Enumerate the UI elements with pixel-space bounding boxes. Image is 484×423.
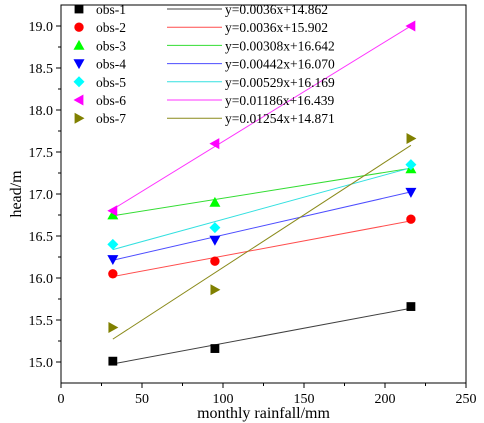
legend-marker-obs-7 [74, 112, 85, 124]
legend-fit-equation: y=0.0036x+15.902 [225, 20, 328, 35]
obs-7-fit-line [112, 144, 412, 340]
x-tick-label: 0 [58, 392, 65, 407]
obs-5-fit-line [112, 167, 412, 251]
legend-label: obs-3 [96, 38, 126, 53]
obs-4-point [107, 255, 119, 266]
obs-2-fit-line [112, 220, 412, 278]
obs-5-point [107, 238, 119, 250]
y-tick-label: 18.5 [29, 62, 54, 77]
legend-marker-obs-2 [74, 22, 84, 32]
x-tick-label: 200 [375, 392, 396, 407]
obs-3-fit-line [112, 167, 411, 217]
fit-lines [112, 25, 412, 365]
obs-2-point [108, 269, 118, 279]
legend-label: obs-5 [96, 75, 126, 90]
obs-6-point [107, 205, 118, 217]
legend-fit-equation: y=0.0036x+14.862 [225, 2, 328, 17]
legend-fit-equation: y=0.00442x+16.070 [225, 57, 335, 72]
obs-4-point [405, 187, 417, 198]
legend-label: obs-7 [96, 111, 126, 126]
legend-marker-obs-6 [73, 94, 84, 106]
legend-marker-obs-1 [74, 4, 84, 14]
y-tick-label: 15.0 [29, 356, 54, 371]
obs-7-point [406, 133, 417, 145]
legend-label: obs-4 [96, 57, 126, 72]
obs-2-point [406, 214, 416, 224]
x-tick-label: 100 [213, 392, 234, 407]
legend-label: obs-6 [96, 93, 126, 108]
obs-6-fit-line [112, 25, 412, 210]
legend-marker-obs-5 [73, 76, 85, 88]
obs-3-point [107, 209, 119, 220]
y-tick-label: 18.0 [29, 104, 54, 119]
legend-marker-obs-4 [73, 59, 85, 70]
legend-fit-equation: y=0.01186x+16.439 [225, 93, 334, 108]
obs-5-point [209, 222, 221, 234]
legend-marker-obs-3 [73, 39, 85, 50]
x-tick-label: 50 [135, 392, 149, 407]
y-tick-label: 15.5 [29, 314, 54, 329]
legend: obs-1 y=0.0036x+14.862 obs-2 y=0.0036x+15.9… [73, 2, 335, 126]
legend-fit-equation: y=0.01254x+14.871 [225, 111, 335, 126]
data-points [107, 20, 417, 366]
obs-4-fit-line [112, 191, 412, 261]
y-tick-label: 16.0 [29, 272, 54, 287]
y-tick-label: 17.5 [29, 146, 54, 161]
obs-7-point [108, 322, 119, 334]
x-tick-label: 150 [294, 392, 315, 407]
y-tick-label: 16.5 [29, 230, 54, 245]
x-axis: 0 50 100 150 200 250 [58, 383, 477, 407]
obs-6-point [209, 138, 220, 150]
obs-3-point [209, 196, 221, 207]
x-axis-label: monthly rainfall/mm [197, 405, 330, 422]
obs-1-point [406, 302, 416, 311]
obs-4-point [209, 235, 221, 246]
legend-fit-equation: y=0.00529x+16.169 [225, 75, 335, 90]
legend-fit-equation: y=0.00308x+16.642 [225, 38, 335, 53]
obs-6-point [405, 20, 416, 32]
y-axis-label: head/m [8, 170, 25, 218]
obs-5-point [405, 159, 417, 171]
x-tick-label: 250 [456, 392, 477, 407]
obs-1-point [108, 356, 118, 366]
y-axis: 15.0 15.5 16.0 16.5 17.0 17.5 18.0 18.5 19.0 [29, 20, 61, 371]
obs-1-point [210, 344, 220, 353]
y-tick-label: 17.0 [29, 188, 54, 203]
y-tick-label: 19.0 [29, 20, 54, 35]
legend-label: obs-1 [96, 2, 126, 17]
obs-7-point [210, 284, 221, 296]
obs-1-fit-line [112, 307, 412, 365]
obs-2-point [210, 256, 220, 266]
legend-label: obs-2 [96, 20, 126, 35]
